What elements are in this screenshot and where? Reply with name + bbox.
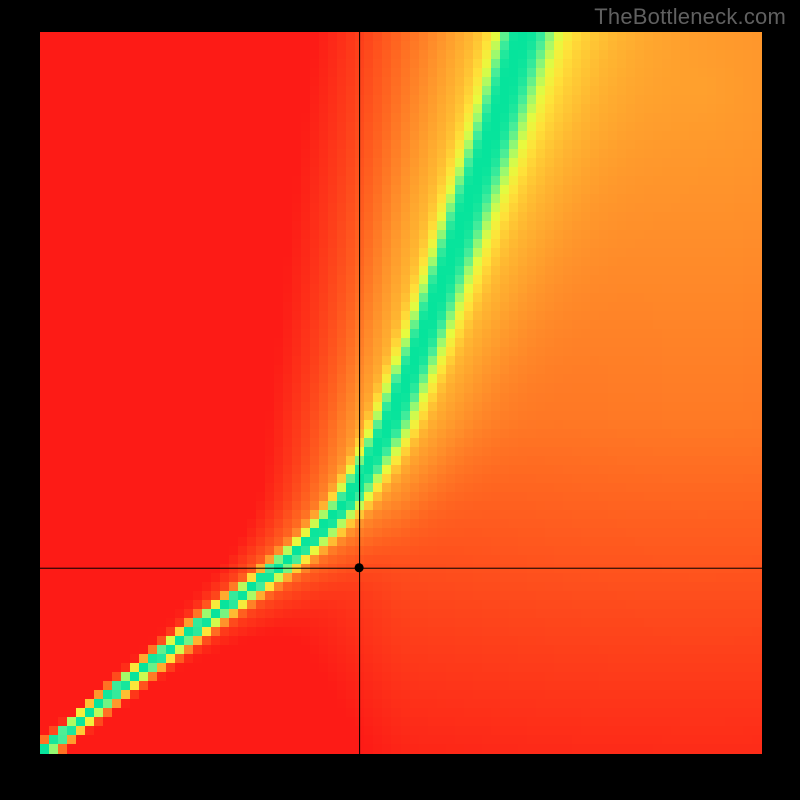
bottleneck-heatmap (0, 0, 800, 800)
chart-container: TheBottleneck.com (0, 0, 800, 800)
watermark-text: TheBottleneck.com (594, 4, 786, 30)
